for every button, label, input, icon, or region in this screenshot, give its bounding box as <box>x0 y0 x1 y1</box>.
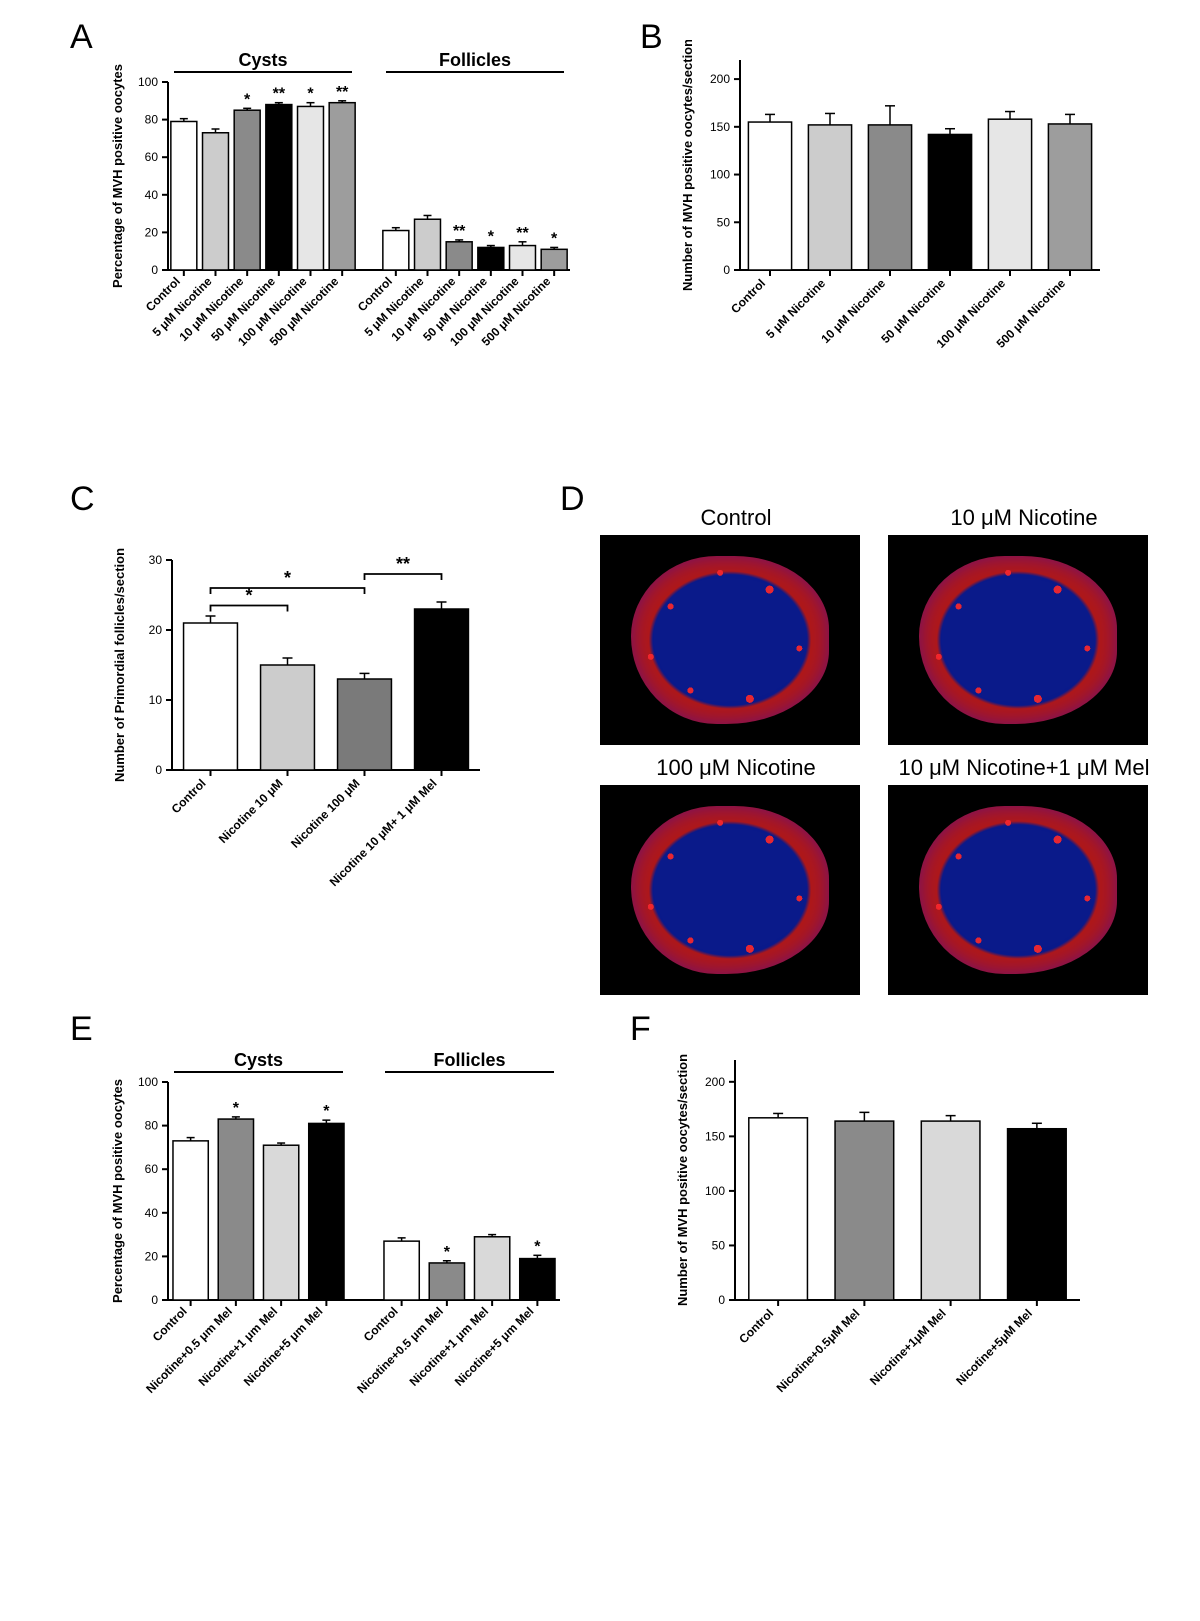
svg-text:*: * <box>233 1100 240 1117</box>
svg-text:Number of MVH positive oocytes: Number of MVH positive oocytes/section <box>675 1054 690 1306</box>
svg-text:0: 0 <box>151 263 158 277</box>
chart-c: 0 10 20 30 Number of Primordial follicles/se… <box>100 510 490 940</box>
micrograph-image-0 <box>600 535 860 745</box>
svg-text:0: 0 <box>723 263 730 277</box>
svg-text:100: 100 <box>138 1075 158 1089</box>
svg-text:0: 0 <box>718 1293 725 1307</box>
svg-text:50: 50 <box>717 215 731 229</box>
svg-text:0: 0 <box>151 1293 158 1307</box>
svg-text:60: 60 <box>145 150 159 164</box>
micrograph-cell-2: 100 μM Nicotine <box>600 755 872 995</box>
panel-label-d: D <box>560 480 585 519</box>
svg-text:Nicotine+1 μm Mel: Nicotine+1 μm Mel <box>196 1304 281 1389</box>
svg-text:*: * <box>323 1103 330 1120</box>
micrograph-cell-1: 10 μM Nicotine <box>888 505 1160 745</box>
svg-text:50: 50 <box>712 1238 726 1252</box>
chart-e: 0 20 40 60 80 100 Percentage of MVH positive o… <box>100 1040 570 1500</box>
svg-text:Nicotine 10 μM: Nicotine 10 μM <box>216 776 286 846</box>
micrograph-grid: Control 10 μM Nicotine 100 μM Nicotine 1… <box>600 505 1160 995</box>
svg-text:Follicles: Follicles <box>439 50 511 70</box>
svg-text:**: ** <box>273 86 286 103</box>
svg-text:Percentage of MVH positive ooc: Percentage of MVH positive oocytes <box>110 64 125 288</box>
svg-text:*: * <box>534 1238 541 1255</box>
panel-c: 0 10 20 30 Number of Primordial follicles/se… <box>100 510 490 940</box>
svg-text:5 μM Nicotine: 5 μM Nicotine <box>763 276 828 341</box>
svg-text:Nicotine+0.5μM Mel: Nicotine+0.5μM Mel <box>774 1306 863 1395</box>
chart-a: 0 20 40 60 80 100 Percentage of MVH positive o… <box>100 40 580 420</box>
panel-label-c: C <box>70 480 95 519</box>
svg-text:Percentage of MVH positive ooc: Percentage of MVH positive oocytes <box>110 1079 125 1303</box>
svg-text:*: * <box>284 568 291 588</box>
svg-text:20: 20 <box>149 623 163 637</box>
micrograph-cell-3: 10 μM Nicotine+1 μM Mel <box>888 755 1160 995</box>
svg-text:Nicotine+5 μm Mel: Nicotine+5 μm Mel <box>452 1304 537 1389</box>
svg-text:Number of Primordial follicles: Number of Primordial follicles/section <box>112 548 127 782</box>
svg-text:Nicotine+1 μm Mel: Nicotine+1 μm Mel <box>407 1304 492 1389</box>
panel-a: 0 20 40 60 80 100 Percentage of MVH positive o… <box>100 40 580 420</box>
svg-text:80: 80 <box>145 1119 159 1133</box>
svg-text:Nicotine+0.5 μm Mel: Nicotine+0.5 μm Mel <box>143 1304 235 1396</box>
svg-text:**: ** <box>453 223 466 240</box>
svg-text:30: 30 <box>149 553 163 567</box>
chart-f: 0 50 100 150 200 Number of MVH positive oocyt… <box>660 1040 1090 1500</box>
svg-text:200: 200 <box>705 1075 725 1089</box>
svg-text:Nicotine+0.5 μm Mel: Nicotine+0.5 μm Mel <box>354 1304 446 1396</box>
svg-text:20: 20 <box>145 225 159 239</box>
micrograph-image-2 <box>600 785 860 995</box>
svg-text:10: 10 <box>149 693 163 707</box>
panel-label-a: A <box>70 18 93 57</box>
svg-text:Nicotine 100 μM: Nicotine 100 μM <box>288 776 363 851</box>
svg-text:*: * <box>307 86 314 103</box>
svg-text:150: 150 <box>705 1129 725 1143</box>
chart-b: 0 50 100 150 200 Number of MVH positive oocyt… <box>670 40 1110 420</box>
svg-text:Control: Control <box>150 1304 190 1344</box>
svg-text:40: 40 <box>145 188 159 202</box>
svg-text:Cysts: Cysts <box>238 50 287 70</box>
micrograph-cell-0: Control <box>600 505 872 745</box>
panel-label-f: F <box>630 1010 651 1049</box>
svg-text:40: 40 <box>145 1206 159 1220</box>
svg-text:Control: Control <box>736 1306 776 1346</box>
svg-text:100: 100 <box>710 168 730 182</box>
svg-text:Nicotine+1μM Mel: Nicotine+1μM Mel <box>867 1306 949 1388</box>
svg-text:*: * <box>244 91 251 108</box>
svg-text:20: 20 <box>145 1249 159 1263</box>
svg-text:Control: Control <box>169 776 209 816</box>
svg-text:100: 100 <box>138 75 158 89</box>
svg-text:Nicotine+5μM Mel: Nicotine+5μM Mel <box>953 1306 1035 1388</box>
panel-label-e: E <box>70 1010 93 1049</box>
svg-text:**: ** <box>516 225 529 242</box>
svg-text:0: 0 <box>155 763 162 777</box>
svg-text:*: * <box>551 230 558 247</box>
svg-text:Control: Control <box>361 1304 401 1344</box>
micrograph-title-3: 10 μM Nicotine+1 μM Mel <box>888 755 1160 781</box>
svg-text:80: 80 <box>145 113 159 127</box>
panel-label-b: B <box>640 18 663 57</box>
svg-text:Number of MVH positive oocytes: Number of MVH positive oocytes/section <box>680 40 695 291</box>
figure-container: A 020406080100Percentage of MVH positive… <box>0 0 1200 1621</box>
panel-d: Control 10 μM Nicotine 100 μM Nicotine 1… <box>600 505 1160 995</box>
panel-f: 0 50 100 150 200 Number of MVH positive oocyt… <box>660 1040 1090 1500</box>
svg-text:*: * <box>488 229 495 246</box>
micrograph-title-0: Control <box>600 505 872 531</box>
svg-text:Cysts: Cysts <box>234 1050 283 1070</box>
micrograph-image-1 <box>888 535 1148 745</box>
svg-text:200: 200 <box>710 72 730 86</box>
svg-text:Nicotine+5 μm Mel: Nicotine+5 μm Mel <box>241 1304 326 1389</box>
panel-e: 0 20 40 60 80 100 Percentage of MVH positive o… <box>100 1040 570 1500</box>
micrograph-image-3 <box>888 785 1148 995</box>
svg-text:Follicles: Follicles <box>433 1050 505 1070</box>
svg-text:**: ** <box>396 554 410 574</box>
svg-text:150: 150 <box>710 120 730 134</box>
svg-text:Control: Control <box>728 276 768 316</box>
panel-b: 0 50 100 150 200 Number of MVH positive oocyt… <box>670 40 1110 420</box>
svg-text:*: * <box>444 1244 451 1261</box>
micrograph-title-2: 100 μM Nicotine <box>600 755 872 781</box>
micrograph-title-1: 10 μM Nicotine <box>888 505 1160 531</box>
svg-text:60: 60 <box>145 1162 159 1176</box>
svg-text:100: 100 <box>705 1184 725 1198</box>
svg-text:**: ** <box>336 84 349 101</box>
